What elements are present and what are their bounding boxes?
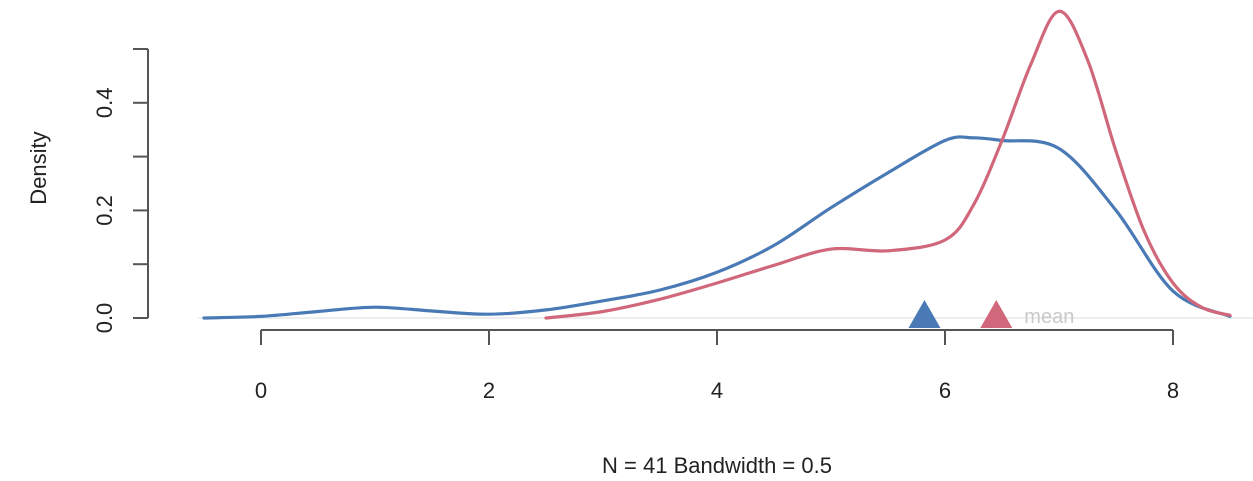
x-tick-label: 6: [939, 378, 951, 403]
x-tick-label: 2: [483, 378, 495, 403]
density-curve-red: [544, 9, 1232, 320]
density-curves: [202, 9, 1232, 320]
x-tick-label: 0: [255, 378, 267, 403]
y-tick-label: 0.0: [92, 303, 117, 334]
y-tick-label: 0.4: [92, 88, 117, 119]
x-tick-label: 8: [1167, 378, 1179, 403]
mean-marker-blue: [908, 300, 941, 328]
y-axis-title: Density: [26, 131, 51, 204]
x-tick-label: 4: [711, 378, 723, 403]
axes: 0 2 4 6 8 0.0 0.2 0.4: [92, 48, 1253, 403]
mean-marker-red: [980, 300, 1013, 328]
mean-label: mean: [1024, 306, 1074, 328]
density-curve-blue: [202, 135, 1232, 320]
x-axis-title: N = 41 Bandwidth = 0.5: [602, 453, 832, 478]
mean-markers: [908, 300, 1013, 328]
y-tick-label: 0.2: [92, 195, 117, 226]
